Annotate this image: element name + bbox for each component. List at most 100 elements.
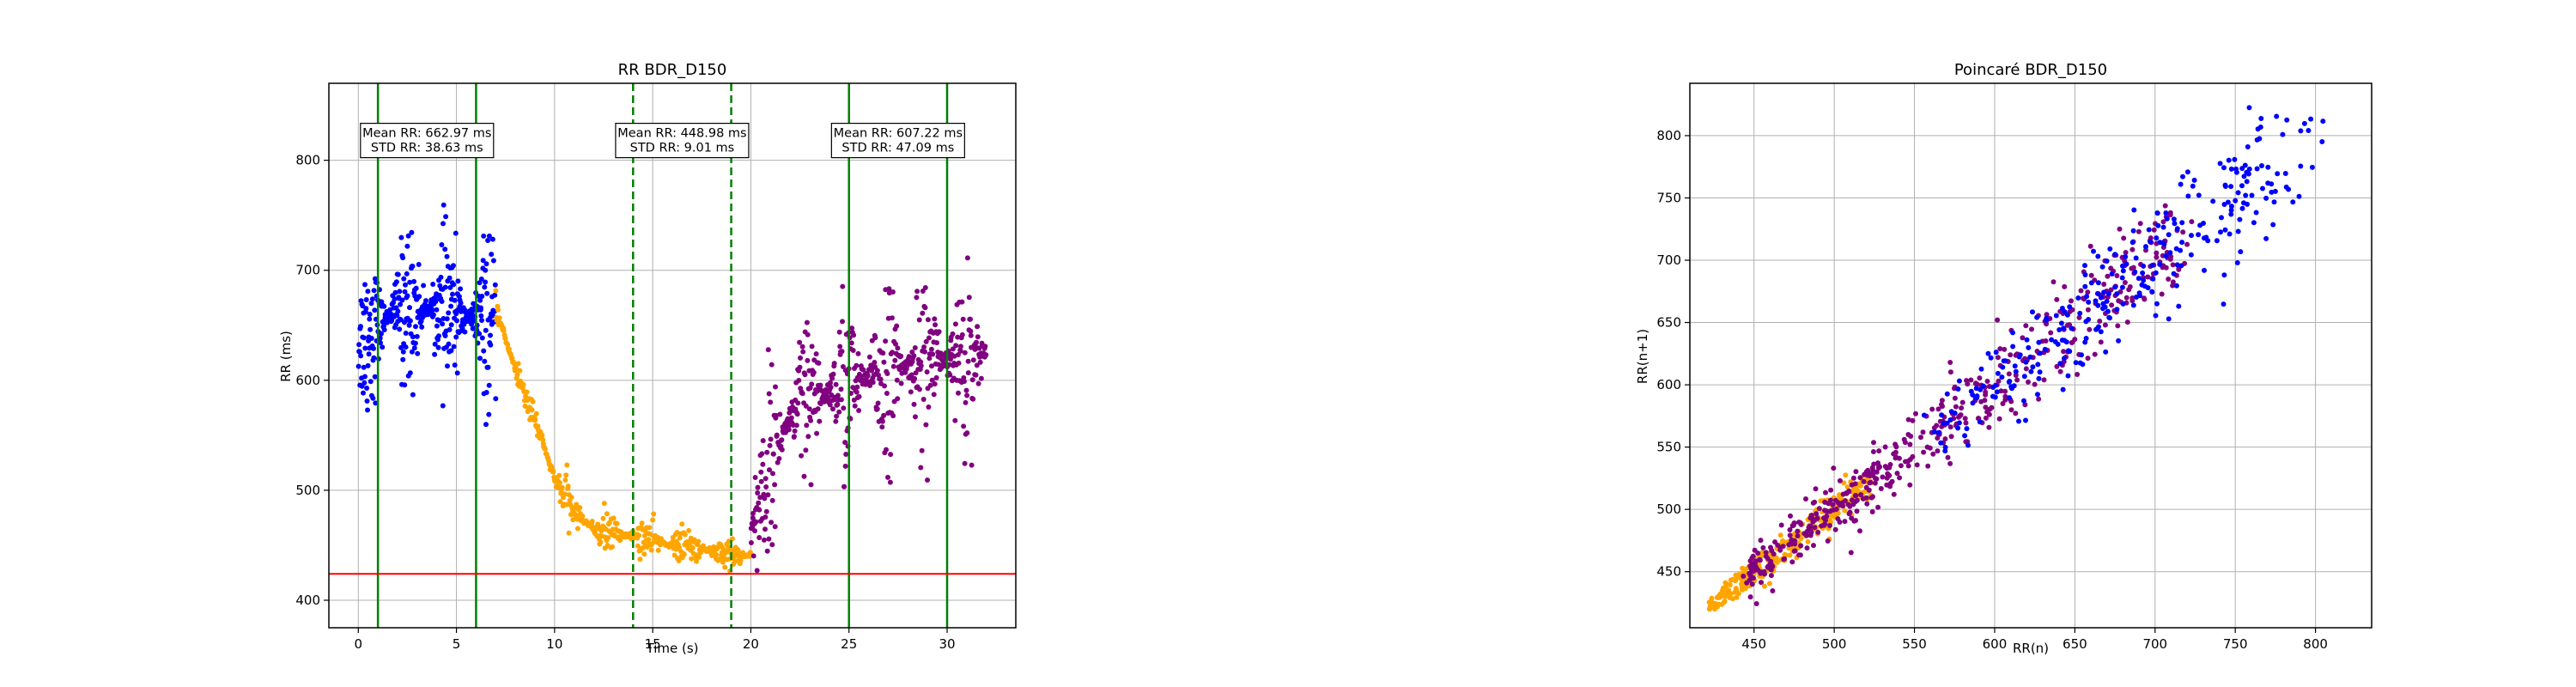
poincare-data-point [1852, 499, 1858, 505]
rr-data-point [755, 484, 761, 490]
poincare-data-point [1997, 346, 2003, 352]
poincare-data-point [2085, 289, 2091, 295]
rr-data-point [927, 356, 933, 362]
poincare-data-point [2049, 337, 2055, 343]
poincare-data-point [1810, 500, 1816, 506]
poincare-data-point [1818, 498, 1824, 504]
rr-data-point [641, 551, 647, 557]
rr-data-point [530, 398, 536, 404]
rr-data-point [647, 525, 653, 531]
poincare-data-point [2153, 270, 2159, 276]
rr-data-point [765, 492, 771, 498]
poincare-data-point [2054, 363, 2060, 369]
poincare-data-point [2196, 232, 2202, 238]
poincare-data-point [2012, 363, 2018, 369]
poincare-data-point [1948, 434, 1954, 440]
poincare-data-point [2221, 202, 2227, 207]
rr-data-point [371, 355, 377, 361]
rr-tick-label-y: 500 [295, 483, 320, 498]
rr-data-point [752, 475, 758, 480]
poincare-data-point [1773, 555, 1779, 561]
poincare-data-point [1984, 379, 1990, 384]
rr-data-point [410, 334, 416, 340]
poincare-data-point [1983, 389, 1989, 395]
rr-data-point [926, 404, 932, 410]
poincare-data-point [2088, 280, 2094, 286]
poincare-data-point [1963, 420, 1969, 426]
poincare-data-point [2119, 284, 2125, 290]
rr-data-point [363, 306, 369, 312]
rr-data-point [655, 547, 661, 553]
poincare-data-point [2258, 116, 2264, 121]
poincare-data-point [2130, 228, 2136, 234]
rr-data-point [540, 437, 546, 443]
poincare-data-point [2263, 235, 2269, 241]
rr-data-point [801, 473, 807, 479]
rr-data-point [838, 397, 844, 403]
poincare-data-point [2214, 238, 2220, 244]
poincare-data-point [2178, 263, 2184, 269]
rr-data-point [960, 316, 966, 322]
poincare-data-point [2239, 205, 2245, 211]
rr-data-point [564, 462, 570, 468]
rr-data-point [842, 463, 848, 469]
poincare-data-point [2174, 262, 2180, 268]
rr-data-point [413, 324, 418, 330]
poincare-data-point [1787, 527, 1793, 532]
poincare-data-point [2095, 253, 2101, 259]
rr-data-point [440, 202, 447, 208]
poincare-data-point [2036, 339, 2042, 345]
poincare-data-point [2091, 248, 2096, 254]
rr-data-point [442, 246, 448, 252]
poincare-data-point [1882, 444, 1888, 450]
rr-data-point [367, 312, 373, 317]
poincare-data-point [2290, 199, 2296, 205]
poincare-data-point [1988, 355, 1994, 361]
poincare-data-point [2057, 361, 2063, 367]
rr-data-point [840, 364, 846, 369]
rr-data-point [975, 324, 981, 330]
rr-data-point [906, 354, 912, 360]
poincare-data-point [2280, 131, 2286, 137]
poincare-data-point [1742, 568, 1747, 575]
rr-data-point [365, 289, 371, 295]
poincare-data-point [1811, 543, 1816, 549]
rr-data-point [828, 384, 834, 390]
rr-data-point [890, 413, 896, 419]
poincare-data-point [1920, 429, 1926, 435]
poincare-data-point [2153, 313, 2159, 319]
poincare-data-point [2174, 226, 2180, 232]
poincare-data-point [1935, 435, 1941, 441]
rr-data-point [550, 469, 556, 475]
poincare-data-point [2237, 216, 2243, 222]
poincare-data-point [2123, 295, 2129, 301]
rr-data-point [404, 243, 410, 249]
poincare-data-point [1865, 469, 1871, 475]
rr-data-point [462, 329, 468, 335]
rr-data-point [761, 491, 767, 497]
rr-data-point [964, 392, 970, 398]
poincare-data-point [1935, 429, 1941, 435]
poincare-data-point [2244, 169, 2250, 175]
rr-data-point [368, 379, 374, 385]
poincare-data-point [1781, 556, 1787, 562]
poincare-data-point [2034, 314, 2040, 320]
rr-data-point [841, 405, 847, 411]
poincare-data-point [2082, 339, 2088, 345]
poincare-data-point [2085, 307, 2091, 313]
poincare-tick-label-x: 750 [2223, 636, 2248, 652]
poincare-data-point [1978, 386, 1984, 392]
rr-data-point [908, 372, 914, 378]
poincare-data-point [2167, 210, 2173, 216]
poincare-data-point [2075, 372, 2081, 377]
rr-data-point [814, 388, 820, 394]
poincare-data-point [2109, 271, 2115, 277]
poincare-data-point [1792, 538, 1798, 544]
poincare-data-point [2179, 240, 2185, 246]
rr-data-point [430, 282, 436, 287]
poincare-data-point [1752, 547, 1758, 553]
poincare-data-point [2057, 368, 2063, 374]
poincare-data-point [1894, 471, 1900, 477]
stats-annotation-text: Mean RR: 662.97 ms [362, 127, 491, 141]
